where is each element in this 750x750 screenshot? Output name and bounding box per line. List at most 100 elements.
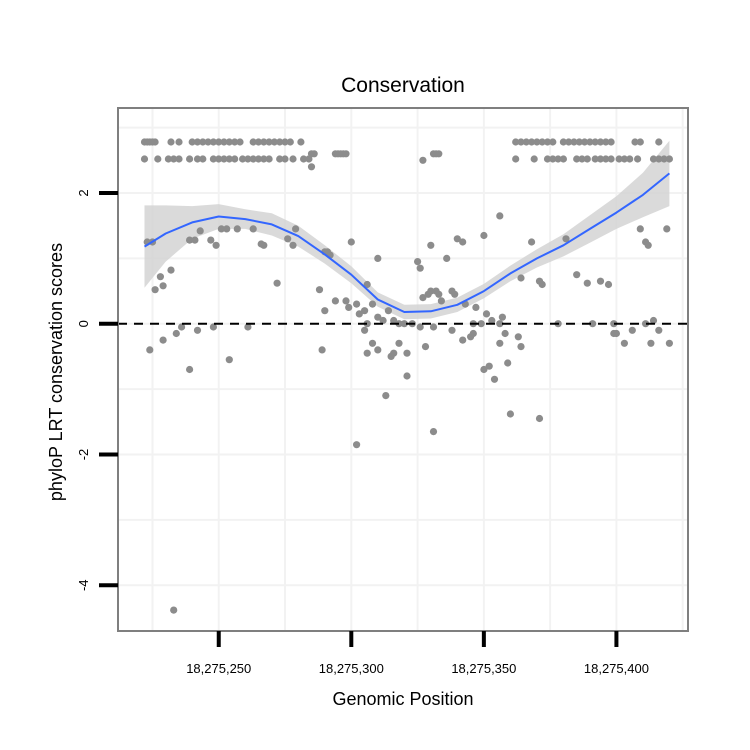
data-point bbox=[400, 320, 408, 328]
data-point bbox=[472, 303, 480, 311]
data-point bbox=[310, 150, 318, 158]
data-point bbox=[159, 282, 167, 290]
data-point bbox=[353, 441, 361, 449]
data-point bbox=[151, 286, 159, 294]
data-point bbox=[289, 241, 297, 249]
data-point bbox=[419, 156, 427, 164]
data-point bbox=[167, 266, 175, 274]
data-point bbox=[647, 339, 655, 347]
data-point bbox=[170, 606, 178, 614]
data-point bbox=[469, 329, 477, 338]
data-point bbox=[207, 236, 215, 244]
data-point bbox=[543, 155, 552, 163]
x-tick-label: 18,275,300 bbox=[319, 661, 384, 676]
y-tick-label: 0 bbox=[76, 320, 91, 327]
data-point bbox=[586, 138, 594, 146]
data-point bbox=[607, 138, 615, 146]
data-point bbox=[488, 316, 496, 325]
data-point bbox=[212, 241, 220, 249]
y-axis-label: phyloP LRT conservation scores bbox=[46, 243, 66, 501]
data-point bbox=[543, 138, 552, 146]
data-points bbox=[140, 138, 674, 614]
data-point bbox=[636, 138, 644, 146]
data-point bbox=[480, 231, 488, 240]
data-point bbox=[620, 339, 629, 347]
data-point bbox=[217, 225, 225, 233]
data-point bbox=[231, 155, 239, 163]
y-tick-label: 2 bbox=[76, 189, 91, 196]
data-point bbox=[193, 155, 202, 163]
data-point bbox=[361, 307, 369, 315]
data-point bbox=[273, 279, 281, 287]
data-point bbox=[496, 320, 504, 328]
data-point bbox=[254, 138, 263, 146]
data-point bbox=[607, 155, 615, 163]
x-tick-label: 18,275,250 bbox=[186, 661, 251, 676]
data-point bbox=[655, 326, 663, 334]
data-point bbox=[390, 349, 398, 357]
data-point bbox=[610, 329, 618, 338]
data-point bbox=[361, 326, 369, 334]
data-point bbox=[538, 138, 546, 146]
data-point bbox=[504, 359, 512, 367]
data-point bbox=[249, 155, 257, 163]
data-point bbox=[249, 225, 257, 233]
data-point bbox=[512, 138, 520, 146]
data-point bbox=[172, 329, 180, 338]
data-point bbox=[501, 329, 509, 338]
data-point bbox=[535, 414, 544, 423]
data-point bbox=[292, 225, 300, 233]
data-point bbox=[602, 138, 610, 146]
data-point bbox=[220, 138, 228, 146]
data-point bbox=[559, 138, 568, 146]
data-point bbox=[164, 155, 172, 163]
data-point bbox=[156, 273, 164, 281]
data-point bbox=[596, 155, 605, 163]
data-point bbox=[620, 155, 629, 163]
data-point bbox=[427, 241, 435, 249]
data-point bbox=[482, 310, 491, 318]
data-point bbox=[506, 410, 514, 418]
data-point bbox=[549, 155, 557, 163]
data-point bbox=[575, 138, 583, 146]
data-point bbox=[649, 316, 658, 325]
data-point bbox=[480, 365, 488, 374]
data-point bbox=[363, 320, 371, 328]
y-axis-ticks: -4 -2 0 2 bbox=[76, 189, 118, 591]
data-point bbox=[578, 155, 586, 163]
data-point bbox=[610, 320, 618, 328]
data-point bbox=[573, 271, 581, 279]
data-point bbox=[331, 297, 339, 305]
data-point bbox=[581, 138, 589, 146]
data-point bbox=[215, 138, 223, 146]
data-point bbox=[485, 362, 493, 370]
data-point bbox=[191, 236, 199, 244]
data-point bbox=[416, 323, 424, 331]
data-point bbox=[281, 138, 289, 146]
data-point bbox=[321, 307, 329, 315]
data-point bbox=[225, 155, 233, 163]
data-point bbox=[254, 155, 263, 163]
data-point bbox=[363, 280, 371, 289]
data-point bbox=[140, 155, 149, 163]
data-point bbox=[517, 274, 525, 282]
data-point bbox=[175, 155, 183, 163]
data-point bbox=[175, 138, 183, 146]
data-point bbox=[342, 150, 350, 158]
data-point bbox=[626, 155, 634, 163]
data-point bbox=[353, 300, 361, 308]
data-point bbox=[265, 155, 273, 163]
data-point bbox=[429, 428, 438, 436]
data-point bbox=[602, 155, 610, 163]
data-point bbox=[167, 138, 175, 146]
data-point bbox=[225, 138, 233, 146]
data-point bbox=[403, 349, 411, 357]
data-point bbox=[421, 343, 430, 351]
data-point bbox=[636, 225, 644, 233]
data-point bbox=[186, 236, 194, 244]
data-point bbox=[443, 254, 451, 262]
data-point bbox=[514, 333, 522, 341]
data-point bbox=[570, 138, 578, 146]
smooth-line-layer bbox=[143, 172, 671, 313]
